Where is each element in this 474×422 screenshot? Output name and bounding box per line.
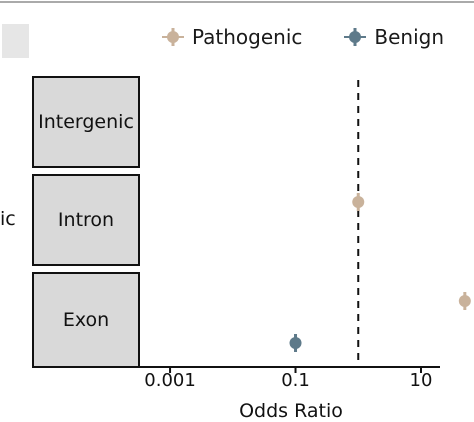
x-tick-label: 10 — [409, 370, 433, 391]
legend-label-benign: Benign — [374, 25, 445, 49]
category-box-intergenic: Intergenic — [32, 76, 140, 168]
data-point-benign-exon — [289, 334, 302, 352]
facet-label: ic — [0, 208, 16, 230]
legend-item-benign: Benign — [342, 24, 444, 50]
category-box-intron: Intron — [32, 174, 140, 266]
legend: Pathogenic Benign — [160, 24, 444, 50]
data-point-pathogenic-intron — [352, 193, 365, 211]
data-point-pathogenic-exon — [458, 292, 471, 310]
legend-label-pathogenic: Pathogenic — [192, 25, 303, 49]
x-tick-label: 0.1 — [281, 370, 310, 391]
benign-legend-marker — [344, 28, 367, 46]
facet-strip — [2, 24, 29, 58]
x-axis-label: Odds Ratio — [239, 400, 343, 422]
pathogenic-legend-marker — [162, 28, 184, 46]
x-tick-label: 0.001 — [144, 370, 196, 391]
category-box-exon: Exon — [32, 272, 140, 368]
legend-item-pathogenic: Pathogenic — [160, 24, 302, 50]
